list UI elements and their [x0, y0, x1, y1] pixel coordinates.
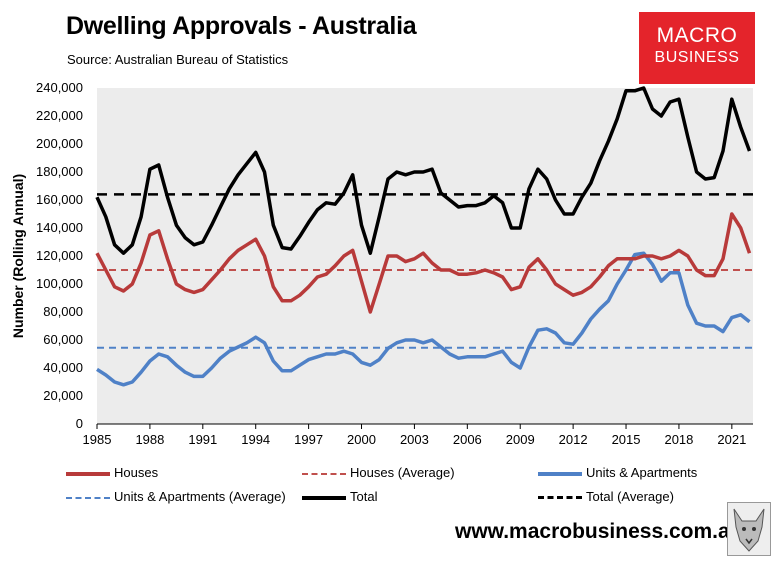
legend-total-average: Total (Average) — [538, 489, 674, 504]
x-tick-label: 2015 — [612, 432, 641, 447]
y-tick-label: 160,000 — [36, 192, 83, 207]
y-axis-label: Number (Rolling Annual) — [10, 174, 26, 338]
chart-title: Dwelling Approvals - Australia — [66, 12, 417, 40]
legend-units-average: Units & Apartments (Average) — [66, 489, 286, 504]
legend-houses-average: Houses (Average) — [302, 465, 455, 480]
wolf-sketch-icon — [727, 502, 771, 556]
x-tick-label: 2003 — [400, 432, 429, 447]
y-tick-label: 180,000 — [36, 164, 83, 179]
legend-units: Units & Apartments — [538, 465, 697, 480]
y-tick-label: 240,000 — [36, 80, 83, 95]
x-tick-label: 1997 — [294, 432, 323, 447]
legend-label-units-average: Units & Apartments (Average) — [114, 489, 286, 504]
x-tick-label: 1985 — [83, 432, 112, 447]
y-tick-label: 0 — [76, 416, 83, 431]
legend-swatch-houses-average — [302, 472, 346, 475]
legend-label-houses-average: Houses (Average) — [350, 465, 455, 480]
legend-swatch-total — [302, 495, 346, 500]
y-tick-label: 20,000 — [43, 388, 83, 403]
x-tick-label: 2006 — [453, 432, 482, 447]
legend-label-total: Total — [350, 489, 378, 504]
legend-swatch-total-average — [538, 496, 582, 500]
legend-label-total-average: Total (Average) — [586, 489, 674, 504]
y-tick-label: 200,000 — [36, 136, 83, 151]
legend-label-units: Units & Apartments — [586, 465, 698, 480]
series-line-units-apartments — [96, 251, 751, 387]
legend-swatch-units-average — [66, 496, 110, 499]
series-line-houses — [95, 212, 752, 314]
y-tick-label: 40,000 — [43, 360, 83, 375]
y-tick-label: 100,000 — [36, 276, 83, 291]
y-tick-label: 140,000 — [36, 220, 83, 235]
x-tick-label: 1994 — [241, 432, 270, 447]
series-line-total — [95, 86, 752, 255]
y-tick-label: 80,000 — [43, 304, 83, 319]
logo-line-1: MACRO — [656, 24, 738, 47]
macrobusiness-logo: MACRO BUSINESS — [639, 12, 755, 84]
legend-swatch-units — [538, 471, 582, 476]
x-tick-label: 2021 — [717, 432, 746, 447]
y-tick-label: 60,000 — [43, 332, 83, 347]
x-tick-label: 1988 — [135, 432, 164, 447]
legend-swatch-houses — [66, 471, 110, 476]
x-tick-label: 2000 — [347, 432, 376, 447]
x-tick-label: 2018 — [664, 432, 693, 447]
x-tick-label: 1991 — [188, 432, 217, 447]
y-tick-label: 220,000 — [36, 108, 83, 123]
legend-total: Total — [302, 489, 377, 504]
logo-line-2: BUSINESS — [654, 49, 740, 66]
x-tick-label: 2009 — [506, 432, 535, 447]
x-tick-label: 2012 — [559, 432, 588, 447]
source-note: Source: Australian Bureau of Statistics — [67, 52, 289, 67]
y-tick-label: 120,000 — [36, 248, 83, 263]
legend-houses: Houses — [66, 465, 158, 480]
legend-label-houses: Houses — [114, 465, 159, 480]
website-url: www.macrobusiness.com.au — [455, 520, 743, 543]
